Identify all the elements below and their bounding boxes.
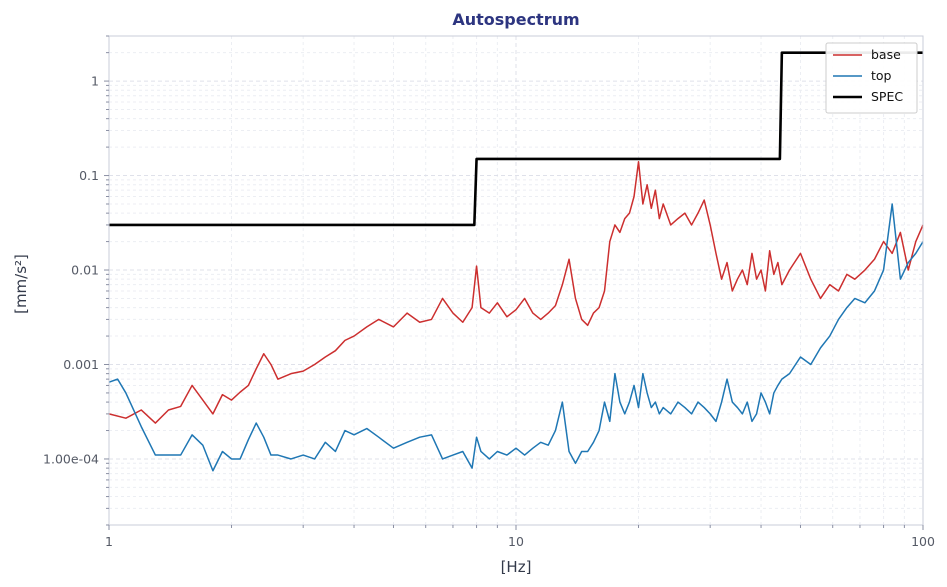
legend-box [825, 42, 918, 114]
y-tick-label: 0.01 [71, 263, 99, 278]
y-tick-label: 1 [91, 74, 99, 89]
series-line-top [108, 203, 924, 472]
y-tick-label: 0.001 [63, 357, 99, 372]
x-tick-label: 100 [911, 534, 935, 549]
x-axis-label: [Hz] [501, 558, 532, 576]
y-tick-label: 1.00e-04 [43, 451, 99, 466]
legend: base top SPEC [825, 42, 918, 114]
series-line-spec [109, 51, 923, 227]
x-tick-label: 1 [105, 534, 113, 549]
x-axis-ticks: 1 10 100 [105, 525, 935, 549]
legend-label-spec: SPEC [871, 89, 903, 104]
chart-title: Autospectrum [452, 10, 579, 29]
y-axis-ticks: 1.00e-04 0.001 0.01 0.1 1 [43, 35, 109, 526]
grid [108, 35, 924, 526]
legend-label-top: top [871, 68, 892, 83]
x-tick-label: 10 [508, 534, 524, 549]
series-line-base [108, 160, 924, 424]
legend-label-base: base [871, 47, 901, 62]
y-tick-label: 0.1 [79, 168, 99, 183]
y-axis-label: [mm/s²] [12, 254, 30, 314]
series-lines [108, 51, 924, 472]
